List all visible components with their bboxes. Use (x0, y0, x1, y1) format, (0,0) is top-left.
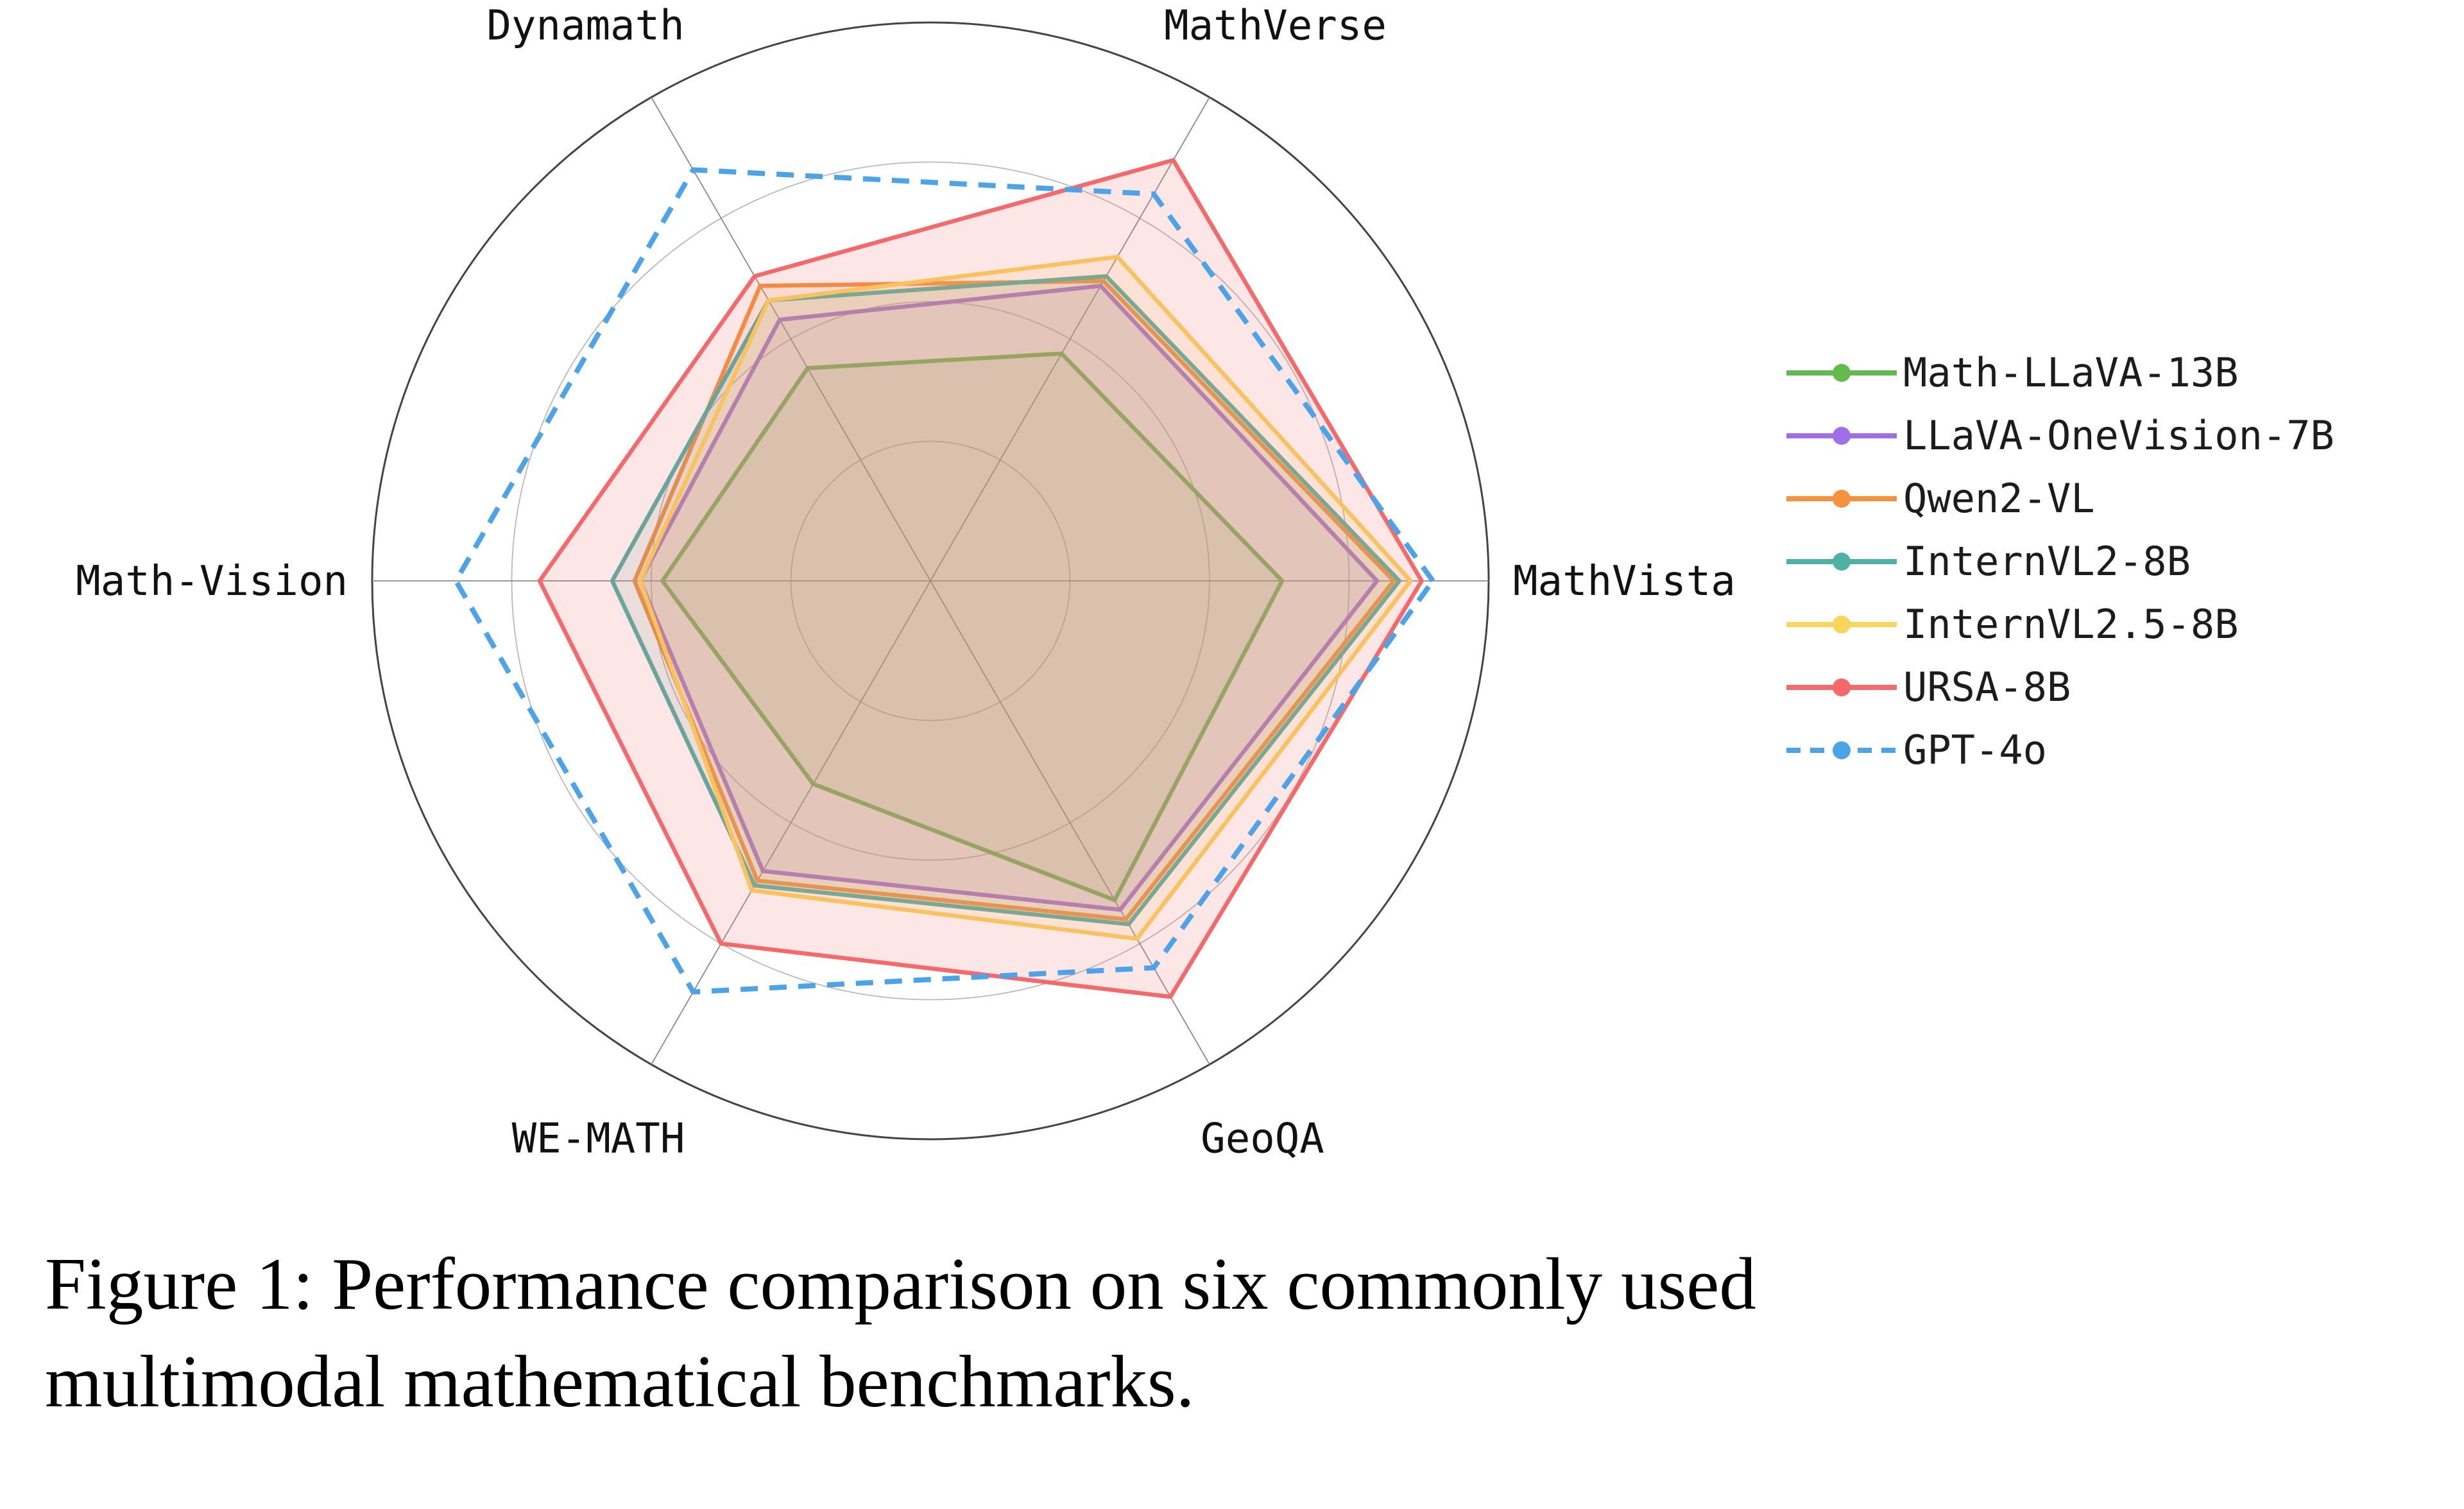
radar-chart: MathVista MathVerse Dynamath Math-Vision WE-… (76, 2, 1736, 1163)
figure-caption: Figure 1: Performance comparison on six … (45, 1236, 2432, 1431)
legend-label: InternVL2.5-8B (1903, 601, 2239, 648)
axis-label-mathverse: MathVerse (1164, 2, 1387, 49)
axis-label-we-math: WE-MATH (512, 1116, 685, 1163)
legend-marker-icon (1786, 741, 1897, 759)
series-ursa-8b (537, 158, 1424, 999)
legend-label: URSA-8B (1903, 664, 2071, 711)
legend-label: Math-LLaVA-13B (1903, 349, 2239, 396)
legend-item-internvl2-8b: InternVL2-8B (1784, 540, 2334, 583)
grid-spoke (930, 580, 1210, 1065)
legend-item-internvl2-5-8b: InternVL2.5-8B (1784, 603, 2334, 646)
series-internvl2-8b (610, 274, 1402, 927)
grid-spoke (930, 97, 1210, 582)
caption-line-1: Figure 1: Performance comparison on six … (45, 1243, 1756, 1325)
series-qwen2-vl (632, 279, 1396, 922)
legend-item-llava-onevision-7b: LLaVA-OneVision-7B (1784, 415, 2334, 457)
legend-marker-icon (1786, 678, 1897, 696)
legend-marker-icon (1786, 364, 1897, 382)
legend: Math-LLaVA-13B LLaVA-OneVision-7B Qwen2-VL… (1784, 352, 2334, 772)
legend-item-ursa-8b: URSA-8B (1784, 666, 2334, 709)
caption-line-2: multimodal mathematical benchmarks. (45, 1340, 1195, 1422)
legend-marker-icon (1786, 553, 1897, 571)
grid-spoke (651, 580, 931, 1065)
legend-marker-icon (1786, 616, 1897, 634)
series-math-llava-13b (660, 351, 1285, 902)
legend-item-math-llava-13b: Math-LLaVA-13B (1784, 352, 2334, 394)
axis-label-geoqa: GeoQA (1201, 1116, 1324, 1163)
legend-marker-icon (1786, 490, 1897, 508)
legend-item-gpt-4o: GPT-4o (1784, 729, 2334, 772)
series-internvl2-5-8b (638, 254, 1413, 941)
series-gpt-4o (453, 167, 1435, 995)
axis-label-dynamath: Dynamath (486, 2, 684, 49)
legend-marker-icon (1786, 427, 1897, 445)
legend-label: LLaVA-OneVision-7B (1903, 412, 2334, 459)
legend-label: Qwen2-VL (1903, 475, 2095, 522)
legend-label: InternVL2-8B (1903, 538, 2191, 585)
axis-label-math-vision: Math-Vision (76, 558, 348, 605)
legend-label: GPT-4o (1903, 727, 2047, 773)
legend-item-qwen2-vl: Qwen2-VL (1784, 478, 2334, 520)
grid-spoke (651, 97, 931, 582)
axis-label-mathvista: MathVista (1513, 558, 1736, 605)
